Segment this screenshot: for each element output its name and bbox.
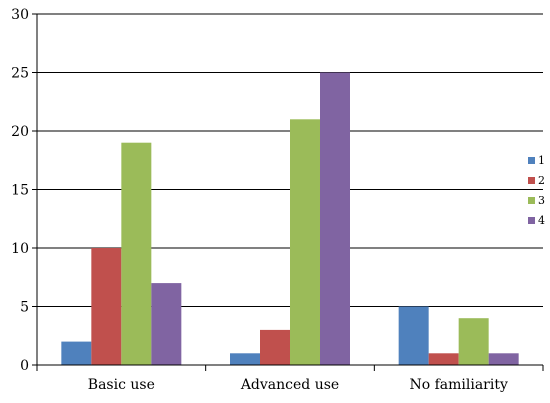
y-tick-label: 20 — [11, 124, 29, 140]
bar-advanced-use-series-4 — [320, 72, 350, 365]
bar-no-familiarity-series-4 — [488, 353, 519, 365]
bar-no-familiarity-series-1 — [398, 306, 429, 365]
legend-label-3: 3 — [538, 194, 545, 207]
bar-advanced-use-series-3 — [290, 119, 320, 365]
x-axis-labels: Basic use Advanced use No familiarity — [88, 377, 508, 393]
bars — [61, 72, 519, 365]
y-tick-label: 5 — [20, 300, 29, 316]
x-category-label: No familiarity — [409, 377, 508, 393]
bar-advanced-use-series-1 — [230, 353, 260, 365]
y-tick-label: 0 — [20, 358, 29, 374]
legend-swatch-1 — [528, 157, 535, 164]
legend-swatch-4 — [528, 217, 535, 224]
legend-swatch-3 — [528, 197, 535, 204]
axes — [36, 14, 544, 371]
x-category-label: Basic use — [88, 377, 155, 393]
y-tick-label: 15 — [11, 183, 29, 199]
y-tick-label: 25 — [11, 66, 29, 82]
bar-basic-use-series-2 — [91, 248, 122, 365]
bar-no-familiarity-series-3 — [458, 318, 489, 365]
x-category-label: Advanced use — [240, 377, 339, 393]
legend-swatch-2 — [528, 177, 535, 184]
bar-basic-use-series-3 — [121, 142, 152, 365]
y-axis-ticks: 0 5 10 15 20 25 30 — [11, 7, 37, 374]
bar-no-familiarity-series-2 — [428, 353, 459, 365]
bar-basic-use-series-4 — [151, 283, 182, 365]
bar-basic-use-series-1 — [61, 341, 92, 365]
legend: 1 2 3 4 — [528, 154, 545, 227]
legend-label-2: 2 — [538, 174, 545, 187]
legend-label-4: 4 — [538, 214, 545, 227]
legend-label-1: 1 — [538, 154, 545, 167]
bar-advanced-use-series-2 — [260, 329, 290, 365]
y-tick-label: 30 — [11, 7, 29, 23]
y-tick-label: 10 — [11, 241, 29, 257]
